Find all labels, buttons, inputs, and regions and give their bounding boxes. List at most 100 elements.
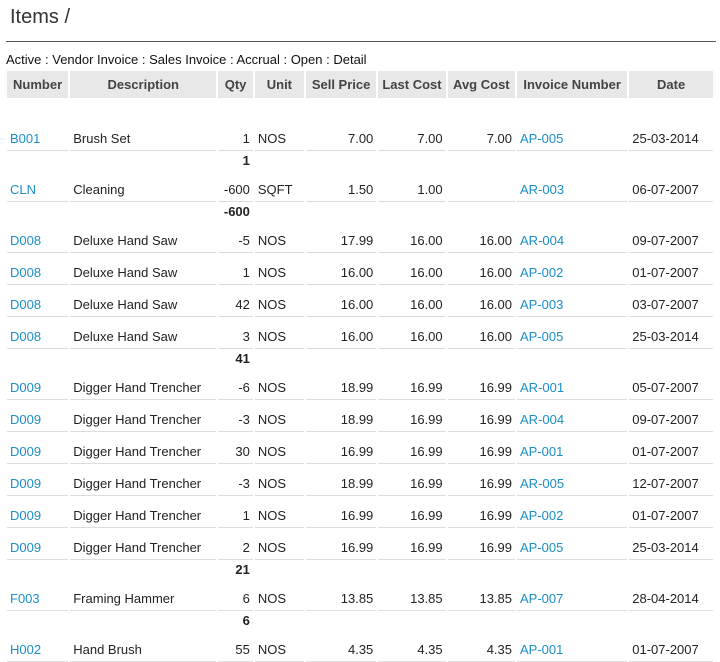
subtotal-empty-cell xyxy=(517,611,627,629)
column-header-avg-cost[interactable]: Avg Cost xyxy=(447,71,516,98)
table-row: D009 Digger Hand Trencher -6 NOS 18.99 16.99 1… xyxy=(7,367,713,400)
last-cost-cell: 16.00 xyxy=(378,285,446,317)
subtotal-row: -600 xyxy=(7,202,713,220)
item-number-link[interactable]: D008 xyxy=(10,297,42,312)
item-number-link[interactable]: CLN xyxy=(10,182,37,197)
date-cell: 01-07-2007 xyxy=(629,253,713,285)
subtotal-empty-cell xyxy=(255,560,304,578)
avg-cost-cell xyxy=(447,169,516,202)
subtotal-empty-cell xyxy=(517,151,627,169)
column-header-unit[interactable]: Unit xyxy=(254,71,304,98)
description-cell: Deluxe Hand Saw xyxy=(70,220,217,253)
column-header-last-cost[interactable]: Last Cost xyxy=(378,71,446,98)
qty-cell: 42 xyxy=(218,285,253,317)
column-header-qty[interactable]: Qty xyxy=(218,71,253,98)
item-number-link[interactable]: D009 xyxy=(10,476,42,491)
invoice-number-link[interactable]: AP-005 xyxy=(520,540,564,555)
invoice-number-link[interactable]: AP-001 xyxy=(520,642,564,657)
subtotal-empty-cell xyxy=(378,611,445,629)
title-divider xyxy=(6,41,716,42)
date-cell: 01-07-2007 xyxy=(629,496,713,528)
item-number-cell: D008 xyxy=(7,220,69,253)
item-number-cell: H002 xyxy=(7,629,69,662)
table-row: H002 Hand Brush 55 NOS 4.35 4.35 4.35 AP-001 01-… xyxy=(7,629,713,662)
qty-cell: -3 xyxy=(218,464,253,496)
item-number-link[interactable]: D009 xyxy=(10,540,42,555)
subtotal-empty-cell xyxy=(378,151,445,169)
date-cell: 25-03-2014 xyxy=(629,118,713,151)
invoice-number-link[interactable]: AR-005 xyxy=(520,476,565,491)
invoice-number-link[interactable]: AP-005 xyxy=(520,131,564,146)
subtotal-empty-cell xyxy=(255,349,304,367)
invoice-number-link[interactable]: AP-005 xyxy=(520,329,564,344)
subtotal-empty-cell xyxy=(7,349,68,367)
invoice-number-link[interactable]: AP-007 xyxy=(520,591,564,606)
item-number-cell: D008 xyxy=(7,253,69,285)
invoice-number-cell: AP-005 xyxy=(517,118,628,151)
qty-cell: 6 xyxy=(218,578,253,611)
subtotal-qty: -600 xyxy=(223,203,250,219)
table-row: D009 Digger Hand Trencher 1 NOS 16.99 16.99 16… xyxy=(7,496,713,528)
invoice-number-link[interactable]: AP-003 xyxy=(520,297,564,312)
invoice-number-link[interactable]: AR-001 xyxy=(520,380,565,395)
subtotal-qty: 1 xyxy=(242,152,250,168)
date-cell: 09-07-2007 xyxy=(629,220,713,253)
date-cell: 25-03-2014 xyxy=(629,317,713,349)
item-number-cell: D008 xyxy=(7,317,69,349)
invoice-number-link[interactable]: AR-004 xyxy=(520,233,565,248)
item-number-link[interactable]: D008 xyxy=(10,265,42,280)
qty-cell: 1 xyxy=(218,496,253,528)
avg-cost-cell: 16.00 xyxy=(447,220,516,253)
item-number-link[interactable]: B001 xyxy=(10,131,41,146)
unit-cell: NOS xyxy=(254,118,304,151)
qty-cell: 1 xyxy=(218,118,253,151)
item-number-link[interactable]: D009 xyxy=(10,380,42,395)
item-number-cell: D009 xyxy=(7,367,69,400)
description-cell: Framing Hammer xyxy=(70,578,217,611)
report-filter-summary: Active : Vendor Invoice : Sales Invoice … xyxy=(6,52,367,67)
subtotal-empty-cell xyxy=(448,611,515,629)
sell-price-cell: 16.00 xyxy=(305,317,377,349)
invoice-number-link[interactable]: AR-004 xyxy=(520,412,565,427)
item-number-link[interactable]: F003 xyxy=(10,591,40,606)
item-number-link[interactable]: D009 xyxy=(10,444,42,459)
qty-cell: -3 xyxy=(218,400,253,432)
item-number-link[interactable]: D009 xyxy=(10,508,42,523)
item-number-cell: B001 xyxy=(7,118,69,151)
unit-cell: NOS xyxy=(254,285,304,317)
avg-cost-cell: 16.99 xyxy=(447,432,516,464)
subtotal-empty-cell xyxy=(70,611,216,629)
item-number-link[interactable]: H002 xyxy=(10,642,42,657)
avg-cost-cell: 4.35 xyxy=(447,629,516,662)
column-header-date[interactable]: Date xyxy=(629,71,713,98)
invoice-number-link[interactable]: AP-002 xyxy=(520,265,564,280)
sell-price-cell: 16.00 xyxy=(305,285,377,317)
item-number-link[interactable]: D009 xyxy=(10,412,42,427)
column-header-number[interactable]: Number xyxy=(7,71,69,98)
invoice-number-cell: AP-007 xyxy=(517,578,628,611)
column-header-invoice-number[interactable]: Invoice Number xyxy=(517,71,628,98)
column-header-sell-price[interactable]: Sell Price xyxy=(305,71,377,98)
invoice-number-link[interactable]: AP-002 xyxy=(520,508,564,523)
subtotal-empty-cell xyxy=(306,560,376,578)
last-cost-cell: 16.99 xyxy=(378,367,446,400)
subtotal-empty-cell xyxy=(629,151,713,169)
item-number-cell: D009 xyxy=(7,432,69,464)
item-number-link[interactable]: D008 xyxy=(10,233,42,248)
subtotal-empty-cell xyxy=(517,202,627,220)
unit-cell: NOS xyxy=(254,629,304,662)
invoice-number-link[interactable]: AR-003 xyxy=(520,182,565,197)
avg-cost-cell: 16.99 xyxy=(447,528,516,560)
date-cell: 01-07-2007 xyxy=(629,432,713,464)
sell-price-cell: 17.99 xyxy=(305,220,377,253)
item-number-link[interactable]: D008 xyxy=(10,329,42,344)
sell-price-cell: 18.99 xyxy=(305,400,377,432)
unit-cell: NOS xyxy=(254,432,304,464)
sell-price-cell: 18.99 xyxy=(305,367,377,400)
sell-price-cell: 16.00 xyxy=(305,253,377,285)
table-row: CLN Cleaning -600 SQFT 1.50 1.00 AR-003 06-07-2… xyxy=(7,169,713,202)
subtotal-empty-cell xyxy=(378,560,445,578)
last-cost-cell: 1.00 xyxy=(378,169,446,202)
column-header-description[interactable]: Description xyxy=(70,71,217,98)
invoice-number-link[interactable]: AP-001 xyxy=(520,444,564,459)
